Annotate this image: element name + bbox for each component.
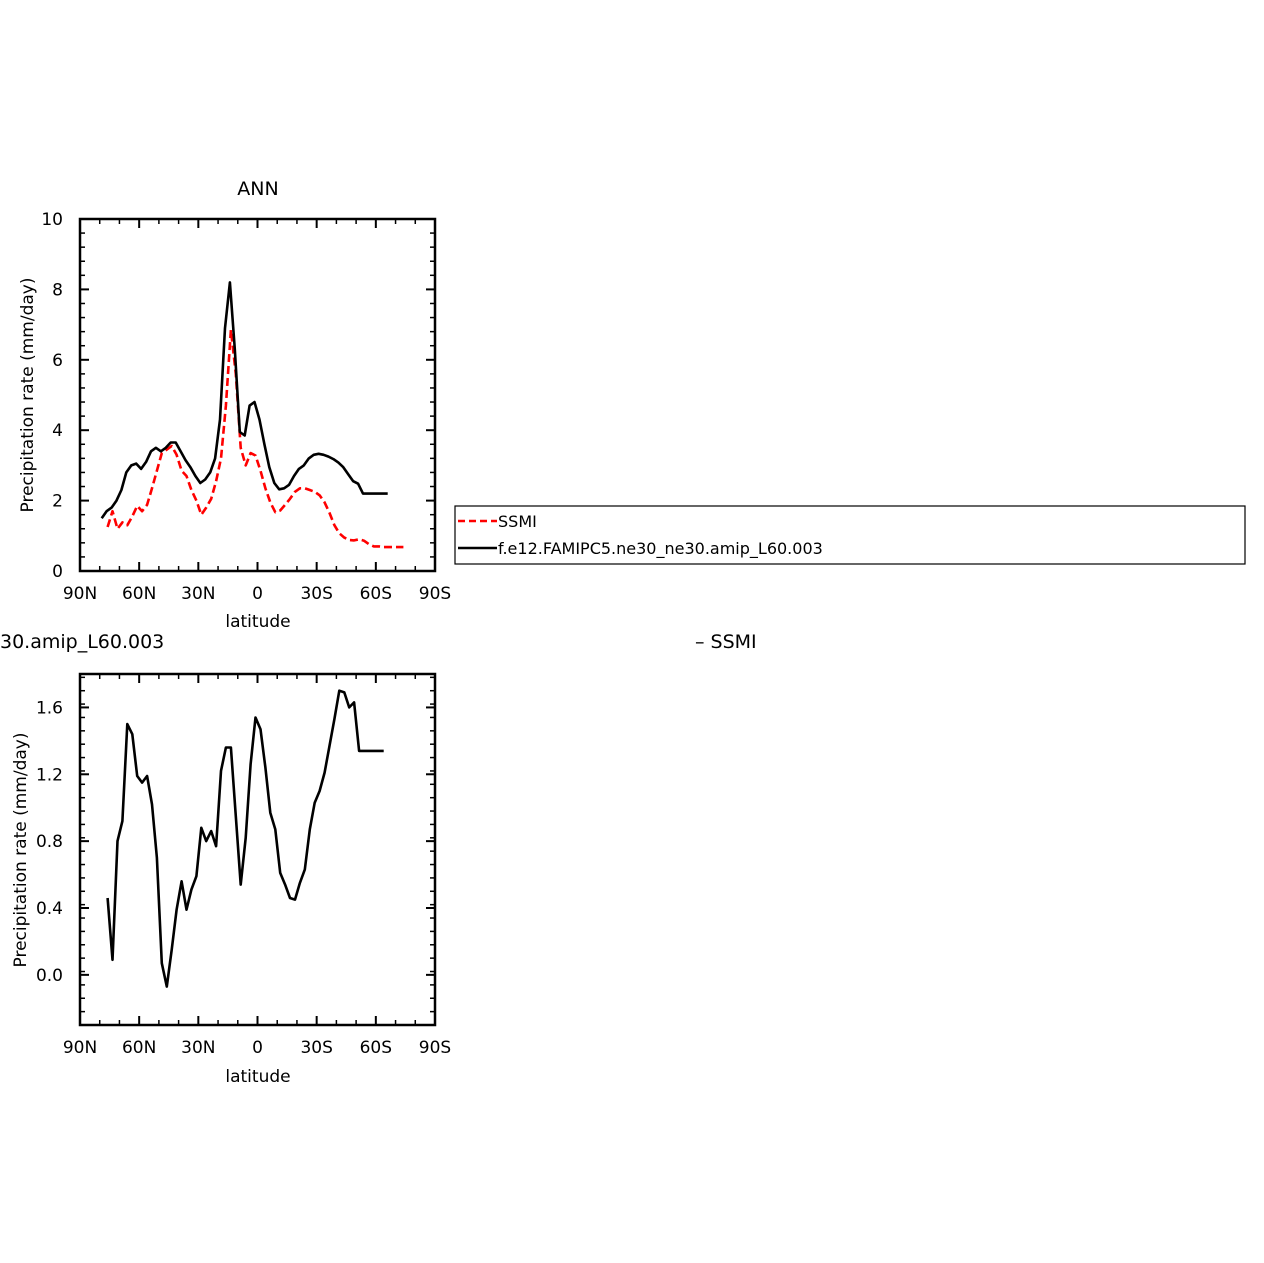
x-tick-label: 30S	[300, 1038, 332, 1058]
panel2-frame	[78, 672, 437, 1027]
y-tick-label: 2	[52, 492, 63, 512]
y-tick-label: 0.8	[36, 832, 63, 852]
x-tick-label: 0	[252, 584, 263, 604]
panel2-series	[106, 689, 384, 988]
panel-bottom-difference: 30.amip_L60.003 – SSMI 0.0 0.4 0.8 1.2 1.6 9…	[0, 631, 757, 1087]
panel1-frame	[78, 217, 437, 573]
y-tick-label: 6	[52, 351, 63, 371]
panel-top-ann: ANN 0 2 4 6 8 10 90N 60N 30N 0 30S 60S 90S latitude…	[18, 178, 451, 632]
legend-entry-ssmi: SSMI	[498, 512, 537, 531]
x-tick-label: 60S	[360, 584, 392, 604]
x-tick-label: 90N	[63, 1038, 97, 1058]
panel2-title-right: – SSMI	[695, 631, 757, 653]
x-tick-label: 30S	[300, 584, 332, 604]
panel2-y-tick-labels: 0.0 0.4 0.8 1.2 1.6	[36, 698, 63, 985]
x-tick-label: 90S	[419, 584, 451, 604]
panel1-y-axis-label: Precipitation rate (mm/day)	[18, 278, 38, 513]
panel2-y-axis-label: Precipitation rate (mm/day)	[11, 733, 31, 968]
series-line-difference	[106, 689, 384, 988]
panel1-ticks	[79, 218, 436, 572]
y-tick-label: 0	[52, 562, 63, 582]
panel1-title: ANN	[237, 178, 278, 200]
y-tick-label: 1.2	[36, 765, 63, 785]
panel1-y-tick-labels: 0 2 4 6 8 10	[41, 210, 63, 582]
panel2-ticks	[79, 674, 436, 1026]
legend-entry-model: f.e12.FAMIPC5.ne30_ne30.amip_L60.003	[498, 539, 823, 559]
x-tick-label: 90S	[419, 1038, 451, 1058]
legend: SSMI f.e12.FAMIPC5.ne30_ne30.amip_L60.00…	[454, 505, 1246, 565]
panel1-x-tick-labels: 90N 60N 30N 0 30S 60S 90S	[63, 584, 451, 604]
panel2-x-axis-label: latitude	[225, 1067, 290, 1087]
panel2-x-tick-labels: 90N 60N 30N 0 30S 60S 90S	[63, 1038, 451, 1058]
legend-box	[454, 505, 1246, 565]
series-line-f-e12-famipc5-ne30-ne30-amip-l60-003	[100, 281, 388, 519]
y-tick-label: 0.4	[36, 899, 63, 919]
x-tick-label: 60S	[360, 1038, 392, 1058]
panel1-x-axis-label: latitude	[225, 612, 290, 632]
x-tick-label: 30N	[181, 1038, 215, 1058]
y-tick-label: 1.6	[36, 698, 63, 718]
series-line-ssmi	[106, 328, 404, 549]
y-tick-label: 0.0	[36, 966, 63, 986]
y-tick-label: 10	[41, 210, 63, 230]
x-tick-label: 60N	[122, 1038, 156, 1058]
y-tick-label: 4	[52, 421, 63, 441]
panel2-title-left: 30.amip_L60.003	[0, 631, 164, 653]
x-tick-label: 30N	[181, 584, 215, 604]
x-tick-label: 60N	[122, 584, 156, 604]
panel1-series	[100, 281, 404, 549]
x-tick-label: 0	[252, 1038, 263, 1058]
y-tick-label: 8	[52, 280, 63, 300]
x-tick-label: 90N	[63, 584, 97, 604]
